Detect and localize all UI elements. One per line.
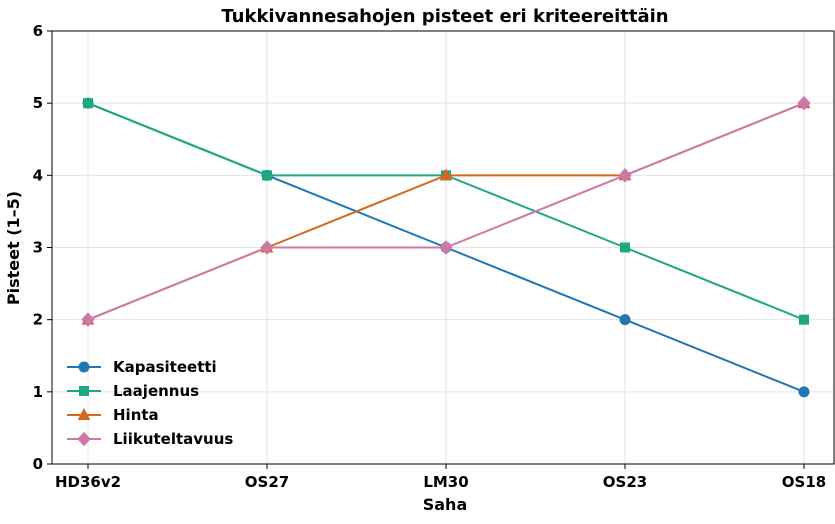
legend-marker [78, 361, 90, 373]
legend-item: Kapasiteetti [67, 358, 217, 376]
x-tick-label: LM30 [423, 473, 468, 491]
data-point [83, 98, 93, 109]
legend-item: Hinta [67, 406, 159, 424]
data-point [798, 386, 810, 398]
ticks: 0 1 2 3 4 5 6 HD36v2 OS27 LM30 OS23 OS18 [33, 22, 827, 491]
y-tick-label: 6 [33, 22, 43, 40]
series-group [81, 95, 811, 398]
y-tick-label: 4 [33, 166, 43, 184]
legend-label: Laajennus [113, 382, 199, 400]
data-point [262, 170, 272, 181]
x-tick-label: OS18 [782, 473, 826, 491]
legend: Kapasiteetti Laajennus Hinta Liikuteltavuus [67, 358, 233, 448]
legend-label: Liikuteltavuus [113, 430, 233, 448]
y-axis-label: Pisteet (1–5) [4, 191, 23, 305]
legend-label: Hinta [113, 406, 159, 424]
data-point [619, 314, 631, 326]
data-point [620, 242, 630, 253]
series-liikuteltavuus [81, 95, 811, 327]
legend-item: Laajennus [67, 382, 199, 400]
data-point [439, 168, 453, 181]
y-tick-label: 2 [33, 311, 43, 329]
y-tick-label: 3 [33, 239, 43, 257]
data-point [799, 314, 809, 325]
x-tick-label: OS23 [603, 473, 647, 491]
legend-marker [77, 407, 91, 420]
data-point [618, 168, 632, 183]
data-point [797, 95, 811, 111]
y-tick-label: 5 [33, 94, 43, 112]
y-tick-label: 0 [33, 455, 43, 473]
data-point [81, 312, 95, 327]
data-point [439, 240, 453, 255]
legend-label: Kapasiteetti [113, 358, 217, 376]
y-tick-label: 1 [33, 383, 43, 401]
data-point [260, 240, 274, 255]
x-tick-label: HD36v2 [55, 473, 121, 491]
x-tick-label: OS27 [245, 473, 289, 491]
legend-marker [79, 386, 89, 396]
x-axis-label: Saha [423, 495, 468, 514]
legend-item: Liikuteltavuus [67, 430, 233, 448]
chart-title: Tukkivannesahojen pisteet eri kriteereit… [221, 6, 668, 27]
legend-marker [77, 431, 91, 447]
